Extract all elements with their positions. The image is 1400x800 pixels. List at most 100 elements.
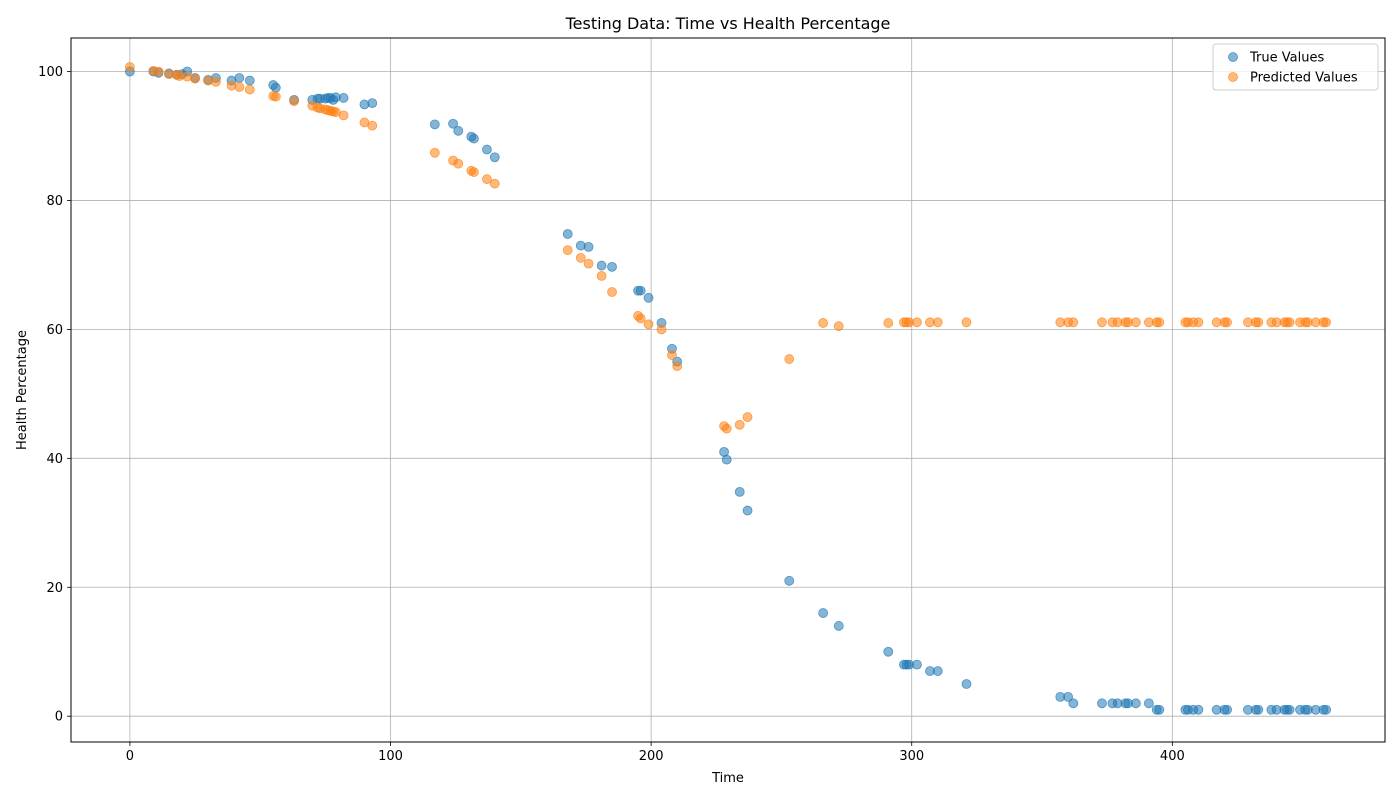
grid-lines: [71, 38, 1385, 742]
x-axis-label: Time: [711, 771, 744, 786]
true-values-point: [734, 486, 745, 497]
true-values-point: [367, 98, 378, 109]
true-values-point: [1143, 698, 1154, 709]
predicted-values-point: [489, 178, 500, 189]
true-values-point: [742, 505, 753, 516]
predicted-values-point: [635, 313, 646, 324]
predicted-values-point: [338, 110, 349, 121]
data-points: [124, 62, 1332, 715]
true-values-point: [429, 119, 440, 130]
true-values-point: [932, 666, 943, 676]
predicted-values-point: [961, 317, 972, 328]
x-tick-label: 0: [126, 749, 134, 764]
legend-label-predicted-values: Predicted Values: [1250, 71, 1358, 86]
x-tick-label: 200: [639, 749, 664, 764]
predicted-values-point: [596, 270, 607, 281]
true-values-point: [784, 575, 795, 586]
true-values-point: [583, 241, 594, 252]
predicted-values-point: [742, 412, 753, 422]
predicted-values-point: [1284, 317, 1295, 328]
legend-box: [1212, 43, 1379, 91]
predicted-values-point: [244, 84, 255, 95]
predicted-values-point: [912, 317, 922, 328]
predicted-values-point: [453, 158, 464, 169]
true-values-point: [643, 292, 654, 303]
y-tick-label: 40: [46, 452, 63, 467]
x-tick-label: 300: [899, 749, 924, 764]
true-values-point: [1222, 704, 1232, 715]
predicted-values-point: [656, 324, 667, 335]
y-axis-label: Health Percentage: [15, 330, 30, 450]
y-tick-label: 0: [55, 710, 63, 725]
true-values-point: [469, 133, 479, 144]
predicted-values-point: [153, 66, 164, 77]
true-values-point: [338, 93, 349, 103]
predicted-values-point: [607, 287, 617, 297]
true-values-point: [562, 229, 573, 239]
predicted-values-point: [667, 350, 677, 361]
predicted-values-point: [1068, 317, 1079, 328]
predicted-values-point: [482, 174, 492, 185]
predicted-values-point: [672, 361, 683, 372]
y-tick-label: 100: [38, 65, 63, 80]
predicted-values-point: [734, 419, 745, 430]
predicted-values-point: [210, 76, 221, 87]
predicted-values-point: [833, 321, 844, 332]
predicted-values-point: [721, 423, 732, 434]
true-values-point: [883, 646, 894, 657]
predicted-values-point: [562, 245, 573, 256]
predicted-values-point: [234, 82, 245, 92]
true-values-point: [453, 125, 464, 136]
true-values-point: [489, 152, 500, 163]
true-values-point: [635, 285, 646, 296]
true-values-point: [1063, 691, 1073, 702]
true-values-point: [234, 73, 245, 83]
true-values-point: [1193, 704, 1204, 715]
predicted-values-point: [575, 252, 586, 263]
chart-title: Testing Data: Time vs Health Percentage: [565, 14, 891, 33]
legend-label-true-values: True Values: [1249, 51, 1324, 66]
true-values-point: [721, 454, 732, 465]
true-values-point: [270, 82, 281, 93]
predicted-values-point: [1097, 317, 1107, 328]
legend: True Values Predicted Values: [1212, 43, 1379, 91]
predicted-values-point: [1222, 317, 1232, 328]
true-values-point: [244, 75, 255, 86]
x-tick-label: 100: [378, 749, 403, 764]
axis-ticks: 0 100 200 300 400 0 20 40 60 80 100: [38, 65, 1185, 764]
predicted-values-point: [1154, 317, 1165, 328]
true-values-point: [448, 118, 458, 129]
true-values-point: [1097, 698, 1107, 709]
predicted-values-point: [583, 258, 594, 269]
plot-frame: [70, 37, 1386, 743]
y-tick-label: 80: [46, 194, 63, 209]
true-values-point: [1130, 698, 1141, 709]
y-tick-label: 20: [46, 581, 63, 596]
x-tick-label: 400: [1160, 749, 1185, 764]
predicted-values-point: [932, 317, 943, 328]
true-values-point: [596, 260, 607, 271]
true-values-point: [1321, 704, 1332, 715]
true-values-point: [1284, 704, 1295, 715]
predicted-values-point: [784, 354, 795, 364]
true-values-point: [833, 621, 844, 631]
predicted-values-point: [429, 147, 440, 158]
true-values-point: [1068, 698, 1079, 709]
true-values-point: [818, 608, 829, 618]
true-values-point: [607, 261, 617, 272]
true-values-point: [1253, 704, 1264, 715]
predicted-values-point: [818, 318, 829, 328]
predicted-values-point: [289, 96, 299, 107]
predicted-values-point: [883, 318, 894, 328]
predicted-values-point: [1321, 317, 1332, 328]
legend-marker-predicted-values: [1228, 72, 1238, 82]
predicted-values-point: [270, 91, 281, 102]
predicted-values-point: [643, 319, 654, 330]
predicted-values-point: [1253, 317, 1264, 328]
legend-marker-true-values: [1228, 52, 1238, 62]
true-values-point: [961, 679, 972, 689]
true-values-point: [912, 659, 922, 670]
predicted-values-point: [469, 167, 479, 177]
true-values-point: [1154, 704, 1165, 715]
